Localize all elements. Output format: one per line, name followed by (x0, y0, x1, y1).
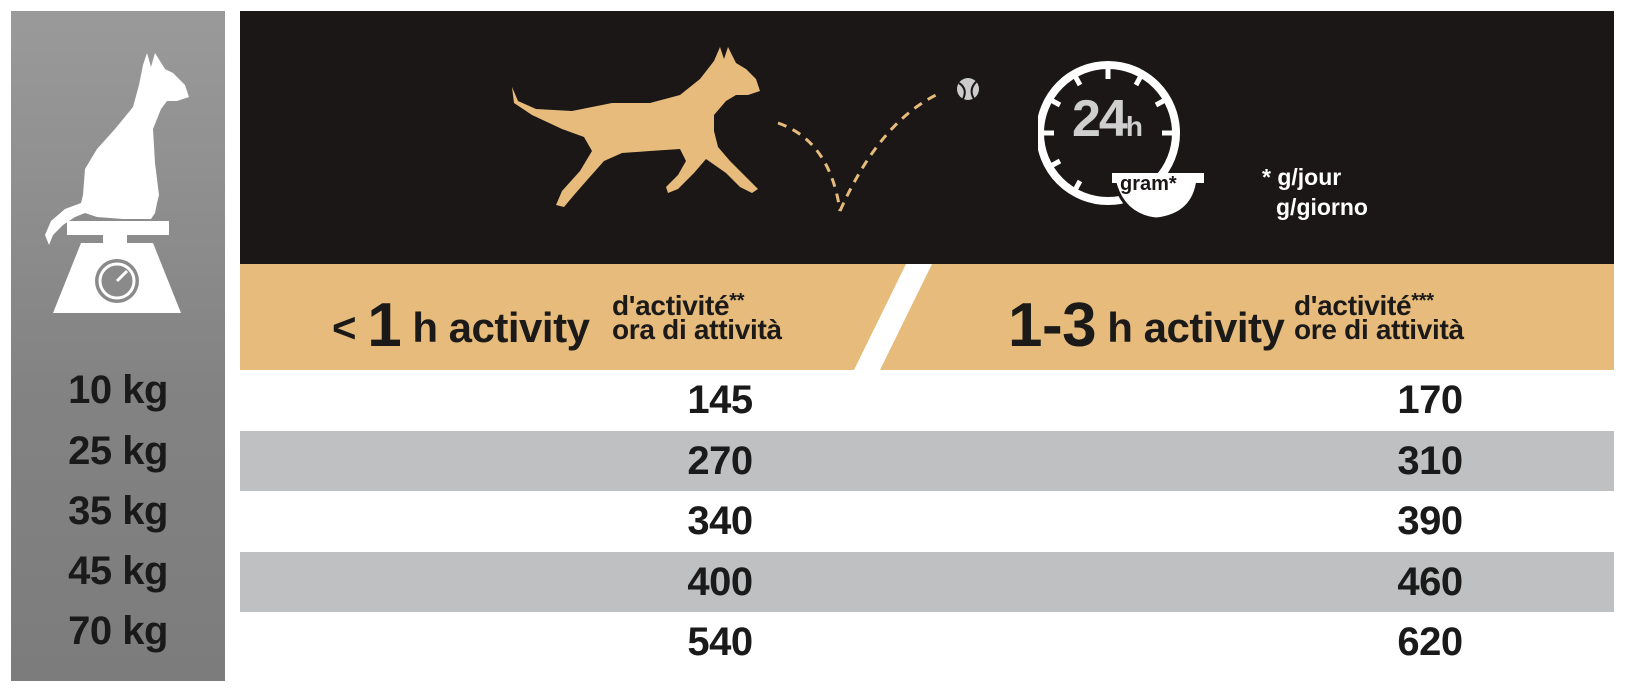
weight-label: 45 kg (68, 549, 168, 593)
table-row: 400 460 (240, 552, 1614, 612)
low-activity-value: 400 (687, 560, 753, 604)
high-activity-fr: d'activité*** (1294, 290, 1434, 321)
bowl-label: gram* (1120, 173, 1177, 195)
high-activity-it: ore di attività (1294, 314, 1464, 345)
high-activity-value: 310 (1397, 439, 1463, 483)
table-row: 340 390 (240, 491, 1614, 551)
clock-hours: 24 (1072, 90, 1128, 148)
low-activity-value: 340 (687, 499, 753, 543)
high-activity-value: 460 (1397, 560, 1463, 604)
low-activity-value: 540 (687, 620, 753, 664)
gram-note-it: g/giorno (1276, 194, 1368, 220)
clock-bowl-icon (1038, 61, 1204, 221)
weight-sidebar: 10 kg 25 kg 35 kg 45 kg 70 kg (11, 11, 225, 681)
high-activity-title: 1-3 h activity (1008, 291, 1285, 360)
table-row: 270 310 (240, 431, 1614, 491)
table-row: 145 170 (240, 370, 1614, 430)
weight-label: 25 kg (68, 429, 168, 473)
high-activity-value: 390 (1397, 499, 1463, 543)
low-activity-value: 145 (687, 378, 753, 422)
weight-label: 10 kg (68, 368, 168, 412)
high-activity-value: 170 (1397, 378, 1463, 422)
header-divider (854, 264, 932, 370)
gram-note-fr: * g/jour (1262, 164, 1342, 190)
table-row: 540 620 (240, 612, 1614, 672)
low-activity-it: ora di attività (612, 314, 782, 345)
low-activity-value: 270 (687, 439, 753, 483)
weight-label: 35 kg (68, 489, 168, 533)
header-banner: 24h gram* * g/jour g/giorno (240, 11, 1614, 264)
clock-label: 24h (1072, 89, 1143, 149)
clock-unit: h (1125, 111, 1143, 142)
weight-label: 70 kg (68, 609, 168, 653)
running-dog-icon (512, 47, 979, 212)
dog-on-scale-icon (45, 53, 189, 313)
activity-header: < 1 h activity d'activité** ora di attiv… (240, 264, 1614, 370)
low-activity-fr: d'activité** (612, 290, 745, 321)
high-activity-value: 620 (1397, 620, 1463, 664)
low-activity-title: < 1 h activity (332, 291, 590, 360)
